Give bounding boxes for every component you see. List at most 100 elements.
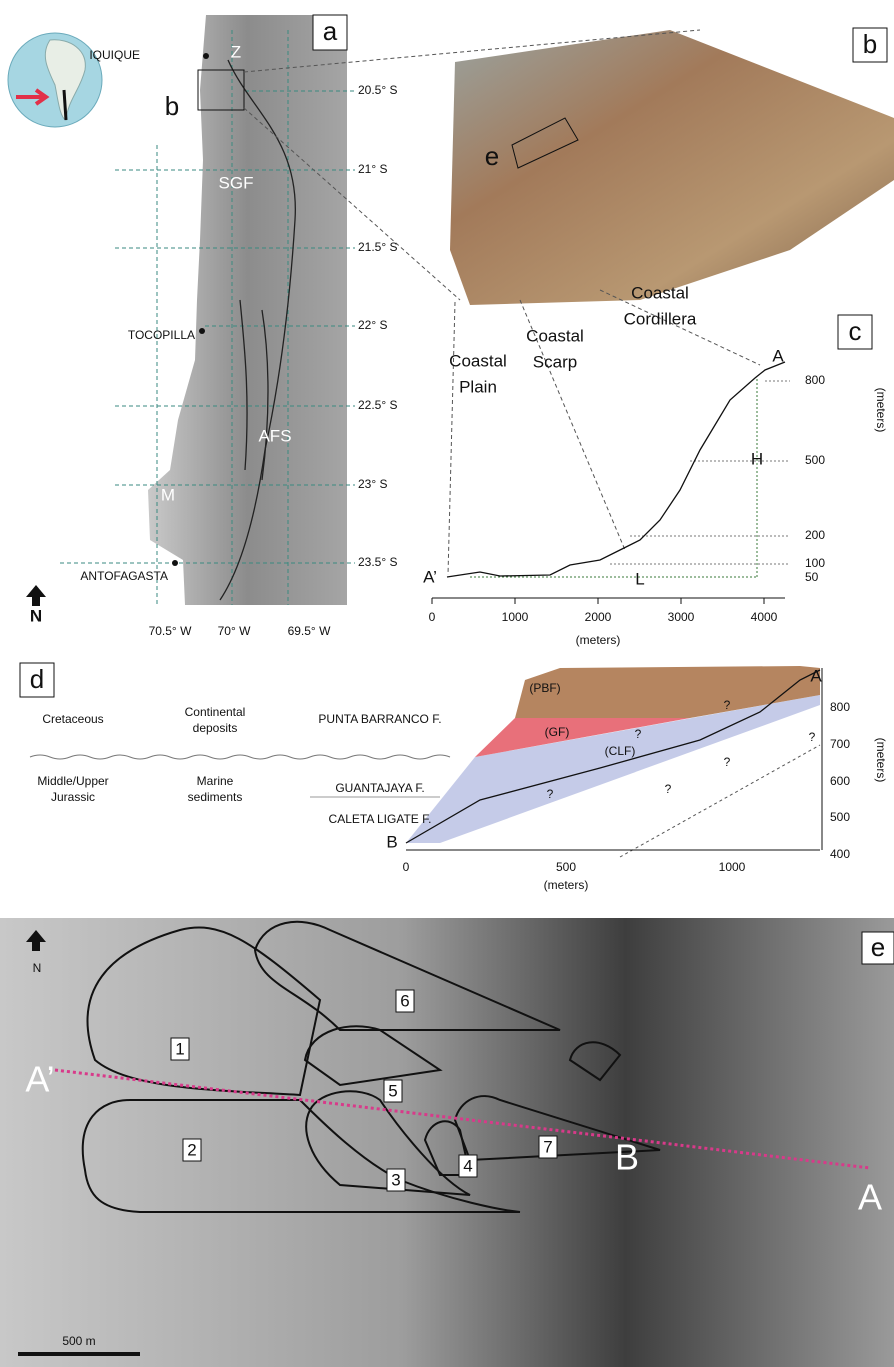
- x-tick-label: 1000: [502, 610, 529, 624]
- latitude-label: 22° S: [358, 318, 387, 332]
- unit-label: (CLF): [605, 744, 636, 758]
- section-end: A: [810, 666, 822, 685]
- latitude-label: 23° S: [358, 477, 387, 491]
- body-number: 3: [391, 1170, 400, 1189]
- uncertain-mark: ?: [724, 755, 731, 769]
- formation: PUNTA BARRANCO F.: [318, 712, 441, 726]
- page: {"panel_a": {"label": "a", "inset_label"…: [0, 0, 894, 1367]
- formation: GUANTAJAYA F.: [335, 781, 424, 795]
- y-tick-label: 200: [805, 528, 825, 542]
- environment: deposits: [193, 721, 238, 735]
- x-ticks: [432, 598, 764, 604]
- terrain-3d: [450, 30, 894, 305]
- north-arrow: [26, 585, 46, 606]
- formation: CALETA LIGATE F.: [329, 812, 432, 826]
- dimension-label: L: [635, 569, 644, 588]
- longitude-label: 70° W: [218, 624, 251, 638]
- panel-label: a: [323, 16, 338, 46]
- city-dot: [199, 328, 205, 334]
- environment: Continental: [185, 705, 246, 719]
- body-number: 4: [463, 1156, 472, 1175]
- y-tick-label: 800: [805, 373, 825, 387]
- panel-label: b: [863, 29, 877, 59]
- inset-label: e: [485, 141, 499, 171]
- uncertain-mark: ?: [724, 698, 731, 712]
- y-tick-label: 500: [805, 453, 825, 467]
- feature-label: AFS: [258, 426, 291, 445]
- latitude-label: 22.5° S: [358, 398, 398, 412]
- inset-label: b: [165, 91, 179, 121]
- uncertain-mark: ?: [635, 727, 642, 741]
- longitude-label: 69.5° W: [288, 624, 331, 638]
- scale-label: 500 m: [62, 1334, 95, 1348]
- place-name: ANTOFAGASTA: [80, 569, 168, 583]
- uncertain-mark: ?: [809, 730, 816, 744]
- city-dot: [203, 53, 209, 59]
- chile: [64, 90, 66, 120]
- latitude-label: 20.5° S: [358, 83, 398, 97]
- profile-point: A: [858, 1177, 882, 1218]
- x-tick-label: 3000: [668, 610, 695, 624]
- profile-point: B: [615, 1137, 639, 1178]
- dimension-label: H: [751, 449, 763, 468]
- place-name: TOCOPILLA: [128, 328, 195, 342]
- panel-d: [20, 663, 822, 857]
- y-tick-label: 800: [830, 700, 850, 714]
- zone-label: Coastal: [449, 351, 507, 370]
- zone-label: Cordillera: [624, 309, 697, 328]
- panel-a: [8, 15, 355, 606]
- uncertain-mark: ?: [665, 782, 672, 796]
- environment: Marine: [197, 774, 234, 788]
- body-number: 2: [187, 1140, 196, 1159]
- profile-end: A’: [423, 567, 437, 586]
- feature-label: SGF: [219, 173, 254, 192]
- city-dot: [172, 560, 178, 566]
- north-label: N: [30, 606, 42, 625]
- feature-label: Z: [231, 42, 241, 61]
- x-axis-title: (meters): [576, 633, 621, 647]
- section-end: B: [386, 832, 397, 851]
- unit-label: (PBF): [529, 681, 560, 695]
- topographic-profile: [447, 362, 785, 577]
- y-tick-label: 600: [830, 774, 850, 788]
- level-lines: [610, 381, 790, 564]
- y-axis-title: (meters): [874, 738, 888, 783]
- y-tick-label: 400: [830, 847, 850, 861]
- latitude-label: 23.5° S: [358, 555, 398, 569]
- unit-label: (GF): [545, 725, 570, 739]
- period: Middle/Upper: [37, 774, 108, 788]
- y-axis-title: (meters): [874, 388, 888, 433]
- x-tick-label: 2000: [585, 610, 612, 624]
- figure: a b IQUIQUE TOCOPILLA ANTOFAGASTA Z SGF AFS M 20.…: [0, 0, 894, 1367]
- shape: [448, 302, 455, 575]
- body-number: 6: [400, 991, 409, 1010]
- body-number: 7: [543, 1137, 552, 1156]
- panel-label: c: [849, 316, 862, 346]
- body-number: 1: [175, 1039, 184, 1058]
- place-name: IQUIQUE: [89, 48, 140, 62]
- period: Jurassic: [51, 790, 95, 804]
- zone-label: Coastal: [526, 326, 584, 345]
- y-tick-label: 700: [830, 737, 850, 751]
- panel-label: e: [871, 932, 885, 962]
- feature-label: M: [161, 485, 175, 504]
- north-label: N: [33, 961, 42, 975]
- y-tick-label: 50: [805, 570, 819, 584]
- x-axis-title: (meters): [544, 878, 589, 892]
- y-tick-label: 100: [805, 556, 825, 570]
- y-tick-label: 500: [830, 810, 850, 824]
- profile-point: A’: [25, 1059, 54, 1100]
- x-tick-label: 0: [429, 610, 436, 624]
- x-tick-label: 500: [556, 860, 576, 874]
- latitude-label: 21.5° S: [358, 240, 398, 254]
- body-number: 5: [388, 1081, 397, 1100]
- l-h-lines: [470, 378, 757, 577]
- latitude-label: 21° S: [358, 162, 387, 176]
- environment: sediments: [188, 790, 243, 804]
- x-tick-label: 4000: [751, 610, 778, 624]
- zone-label: Plain: [459, 377, 497, 396]
- x-tick-label: 1000: [719, 860, 746, 874]
- unconformity: [30, 755, 450, 759]
- panel-label: d: [30, 664, 44, 694]
- hillshade-image: [0, 918, 894, 1367]
